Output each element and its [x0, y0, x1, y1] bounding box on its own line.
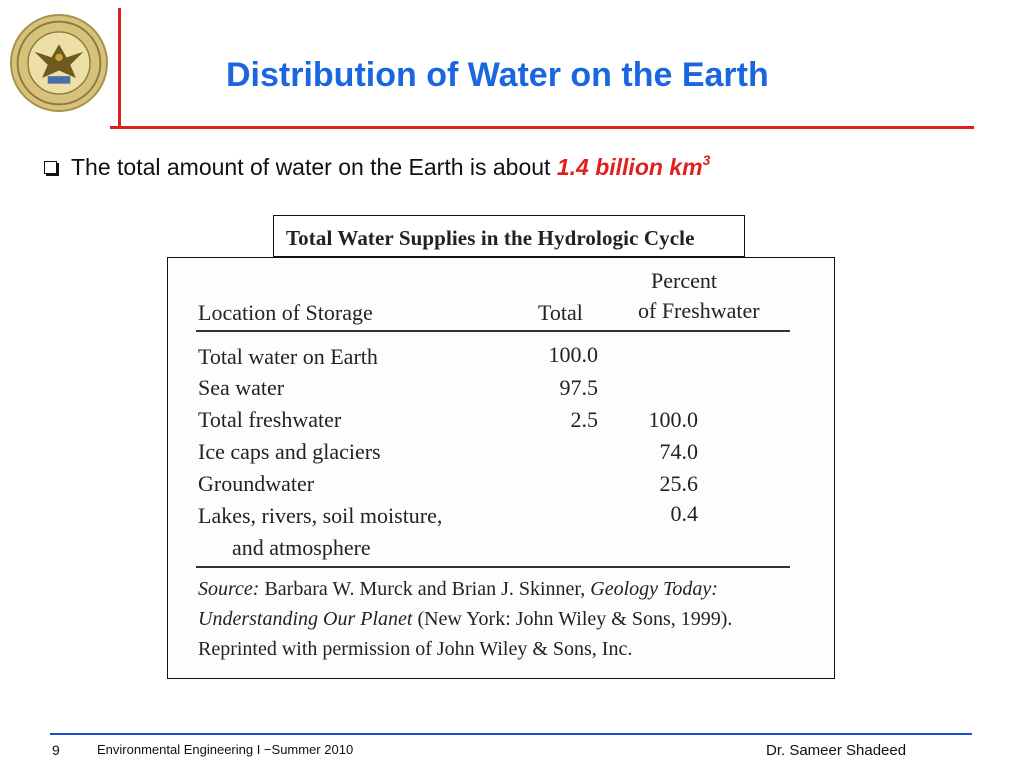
row-location: Ice caps and glaciers	[198, 439, 381, 464]
row-percent: 74.0	[659, 439, 699, 464]
row-total: 100.0	[548, 342, 599, 367]
highlight-value: 1.4 billion km	[556, 154, 703, 180]
row-location: Total freshwater	[198, 407, 342, 432]
col-header-total: Total	[538, 300, 583, 325]
water-table: ​ Location of Storage Total Percent of F…	[167, 257, 835, 679]
header-horizontal-rule	[110, 126, 974, 129]
header-rule	[196, 330, 790, 332]
table-source: Source: Barbara W. Murck and Brian J. Sk…	[198, 574, 798, 664]
bullet-highlight: 1.4 billion km3	[556, 152, 711, 180]
row-percent: 100.0	[648, 407, 699, 432]
row-location-continuation: and atmosphere	[232, 535, 371, 560]
source-book: Geology Today: Understanding Our Planet	[198, 578, 718, 630]
highlight-superscript: 3	[702, 152, 711, 168]
row-total: 97.5	[559, 375, 599, 400]
table-title: Total Water Supplies in the Hydrologic C…	[286, 226, 695, 250]
row-percent: 0.4	[670, 501, 699, 526]
page-title: Distribution of Water on the Earth	[226, 56, 769, 94]
header-vertical-rule	[118, 8, 121, 128]
footer-course: Environmental Engineering I −Summer 2010	[97, 742, 354, 757]
row-percent: 25.6	[659, 471, 699, 496]
table-title-box: Total Water Supplies in the Hydrologic C…	[273, 215, 745, 257]
university-seal-icon	[10, 14, 108, 112]
bullet-text: The total amount of water on the Earth i…	[71, 154, 551, 180]
checkbox-bullet-icon	[44, 161, 57, 174]
bullet-statement: The total amount of water on the Earth i…	[44, 152, 711, 181]
row-location: Sea water	[198, 375, 285, 400]
col-header-freshwater: of Freshwater	[638, 298, 760, 323]
source-label: Source:	[198, 578, 260, 600]
row-location: Total water on Earth	[198, 344, 378, 369]
row-location: Lakes, rivers, soil moisture,	[198, 503, 443, 528]
col-header-location: Location of Storage	[198, 300, 373, 325]
footer-rule-line	[50, 733, 972, 735]
source-rest: (New York: John Wiley & Sons, 1999). Rep…	[198, 608, 733, 660]
footer-author: Dr. Sameer Shadeed	[766, 742, 907, 759]
row-total: 2.5	[570, 407, 599, 432]
page-number: 9	[52, 742, 60, 758]
row-location: Groundwater	[198, 471, 315, 496]
source-authors: Barbara W. Murck and Brian J. Skinner,	[264, 578, 586, 600]
col-header-percent: Percent	[651, 268, 717, 293]
footer-rule	[196, 566, 790, 568]
